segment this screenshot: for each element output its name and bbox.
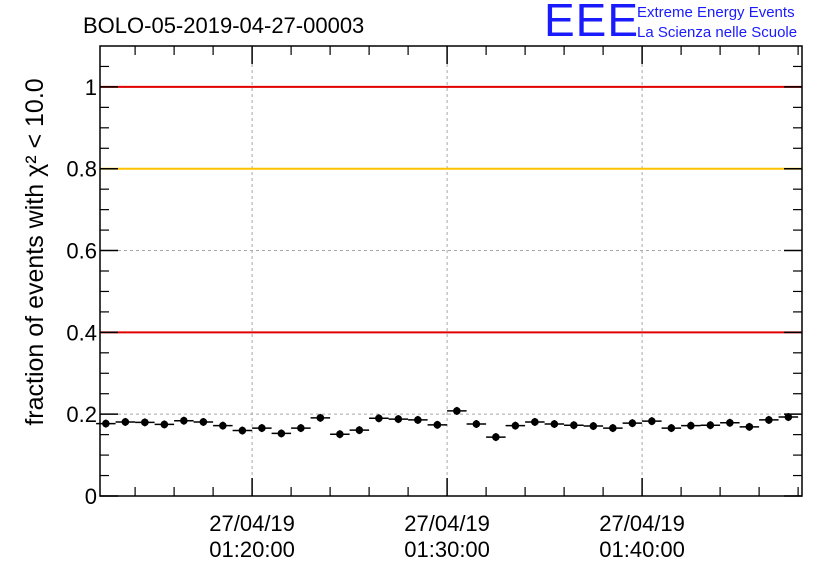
axis-ticks — [100, 46, 802, 497]
eee-logo-letters: EEE — [544, 0, 640, 46]
data-point — [583, 422, 604, 431]
data-point — [720, 418, 740, 427]
data-point — [427, 420, 448, 429]
data-point — [759, 415, 779, 424]
data-point — [232, 426, 253, 435]
data-point — [174, 416, 194, 425]
x-tick-label-time: 01:30:00 — [404, 537, 490, 562]
data-point — [603, 424, 623, 433]
y-axis-label: fraction of events with χ² < 10.0 — [21, 78, 49, 425]
logo-line-extreme-energy-events: Extreme Energy Events — [637, 4, 795, 21]
data-point — [349, 426, 370, 435]
x-tick-label-date: 27/04/19 — [209, 511, 295, 536]
data-point — [622, 419, 643, 428]
y-tick-label: 0.8 — [66, 157, 97, 182]
reference-lines — [100, 85, 802, 334]
data-point — [681, 421, 701, 430]
data-point — [642, 417, 662, 426]
data-point — [486, 433, 506, 442]
data-point — [271, 429, 292, 438]
x-tick-label-time: 01:20:00 — [209, 537, 295, 562]
x-tick-label-date: 27/04/19 — [404, 511, 490, 536]
data-point — [739, 422, 760, 431]
data-point — [700, 421, 721, 430]
data-point — [447, 406, 467, 415]
chart-title: BOLO-05-2019-04-27-00003 — [83, 13, 364, 38]
data-point — [408, 415, 428, 424]
data-point — [388, 415, 409, 424]
data-point — [252, 424, 272, 433]
data-point — [213, 421, 233, 430]
data-point — [661, 424, 682, 433]
grid — [100, 46, 802, 496]
y-tick-label: 1 — [85, 75, 97, 100]
y-tick-label: 0.2 — [66, 402, 97, 427]
data-point — [330, 430, 350, 439]
data-point — [193, 417, 214, 426]
data-point — [310, 413, 331, 422]
data-point — [135, 418, 155, 427]
data-point — [291, 424, 311, 433]
x-tick-labels: 27/04/1901:20:0027/04/1901:30:0027/04/19… — [209, 511, 685, 562]
data-point — [115, 417, 136, 426]
data-point — [544, 420, 565, 428]
x-tick-label-date: 27/04/19 — [599, 511, 685, 536]
x-tick-label-time: 01:40:00 — [599, 537, 685, 562]
eee-logo: EEE Extreme Energy Events La Scienza nel… — [540, 0, 830, 48]
y-tick-label: 0.4 — [66, 320, 97, 345]
y-tick-label: 0 — [85, 484, 97, 509]
data-point — [96, 419, 116, 428]
data-point — [466, 420, 487, 428]
y-tick-labels: 0 0.2 0.4 0.6 0.8 1 — [66, 75, 97, 509]
data-point — [154, 420, 175, 429]
data-point — [525, 417, 545, 426]
data-point — [505, 421, 526, 430]
data-point — [564, 421, 584, 430]
data-point — [778, 413, 799, 422]
plot-frame — [99, 45, 803, 497]
y-tick-label: 0.6 — [66, 239, 97, 264]
logo-line-la-scienza: La Scienza nelle Scuole — [637, 24, 798, 41]
data-points — [96, 406, 799, 442]
data-point — [369, 414, 389, 423]
